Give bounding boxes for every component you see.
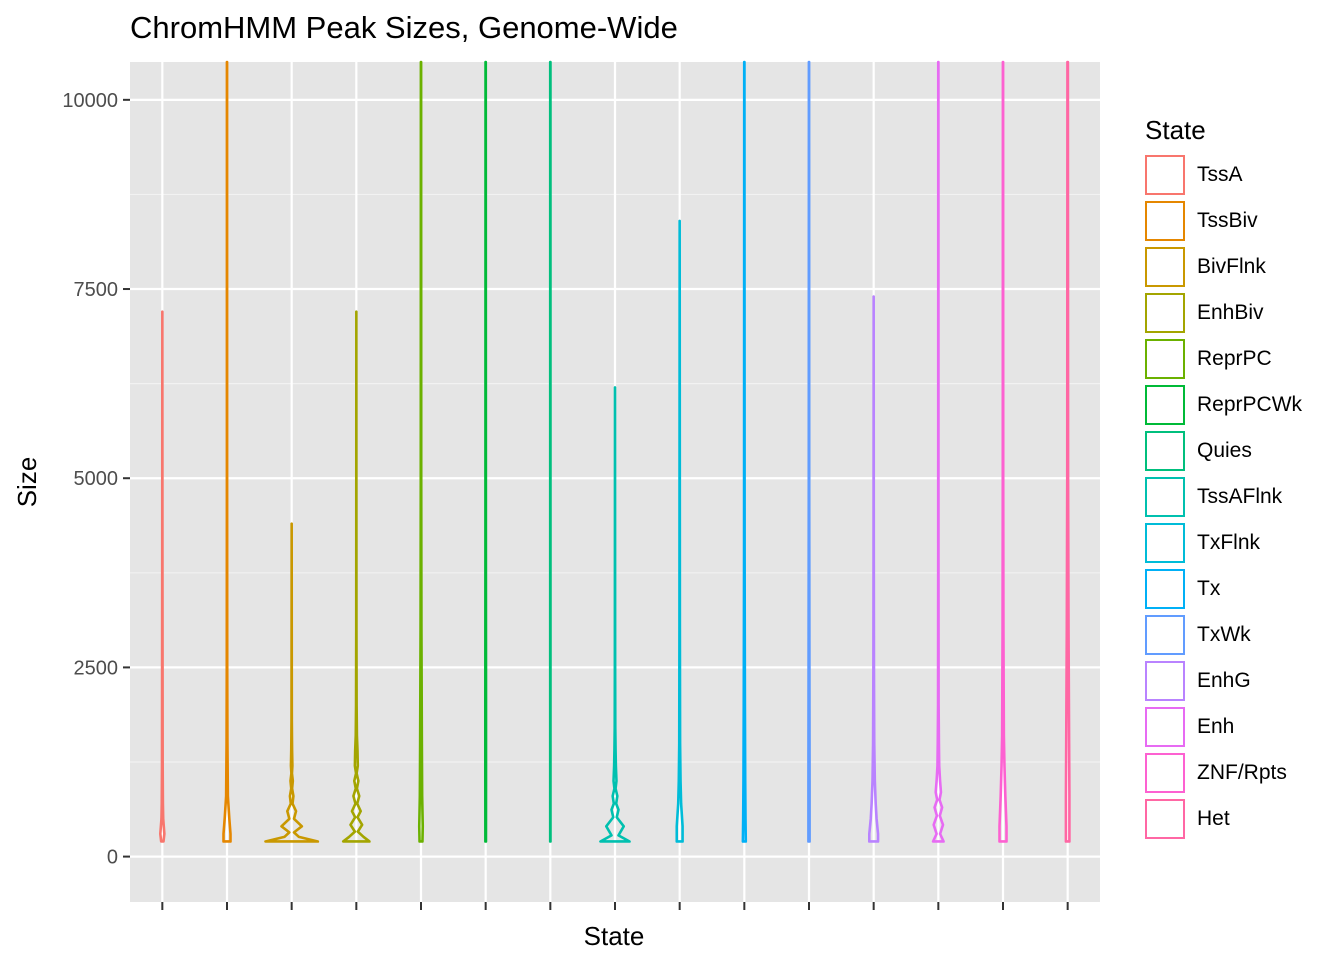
y-tick-label: 10000 (62, 90, 118, 112)
legend-item: EnhBiv (1145, 290, 1302, 336)
violin-bivflnk (264, 522, 320, 843)
x-axis-title: State (584, 921, 645, 951)
legend-key (1145, 431, 1185, 471)
violin-tssa (159, 310, 166, 843)
legend-key (1145, 753, 1185, 793)
legend-item: EnhG (1145, 658, 1302, 704)
y-tick-label: 2500 (74, 657, 119, 679)
legend-item: BivFlnk (1145, 244, 1302, 290)
legend-label: TssA (1197, 163, 1243, 186)
legend-item: TssAFlnk (1145, 474, 1302, 520)
violin-tx (741, 60, 748, 843)
y-tick-label: 7500 (74, 279, 119, 301)
legend-label: ZNF/Rpts (1197, 761, 1287, 784)
legend-key (1145, 569, 1185, 609)
legend-label: TssBiv (1197, 209, 1258, 232)
violins (159, 60, 1071, 843)
legend-label: TxWk (1197, 623, 1251, 646)
legend-item: Tx (1145, 566, 1302, 612)
violin-txflnk (675, 219, 684, 843)
legend-label: Enh (1197, 715, 1235, 738)
violin-tssbiv (222, 60, 232, 843)
legend-label: EnhBiv (1197, 301, 1264, 324)
legend-items: TssA TssBiv BivFlnk EnhBiv ReprPC ReprPCWk Qui… (1145, 152, 1302, 842)
legend-key (1145, 155, 1185, 195)
legend-title: State (1145, 115, 1206, 145)
legend-label: EnhG (1197, 669, 1251, 692)
legend-item: Enh (1145, 704, 1302, 750)
legend-item: ReprPC (1145, 336, 1302, 382)
legend-label: Quies (1197, 439, 1252, 462)
violin-znf-rpts (998, 60, 1008, 843)
legend-label: BivFlnk (1197, 255, 1266, 278)
legend-key (1145, 523, 1185, 563)
violin-txwk (807, 60, 811, 843)
chart-title: ChromHMM Peak Sizes, Genome-Wide (130, 10, 678, 45)
violin-reprpcwk (484, 60, 488, 843)
legend-label: Het (1197, 807, 1230, 830)
y-axis-title: Size (12, 457, 42, 508)
legend-label: TssAFlnk (1197, 485, 1283, 508)
violin-tssaflnk (599, 386, 631, 843)
legend-item: ZNF/Rpts (1145, 750, 1302, 796)
legend-item: TxWk (1145, 612, 1302, 658)
violin-enhbiv (341, 310, 371, 843)
legend-label: TxFlnk (1197, 531, 1260, 554)
legend-item: TxFlnk (1145, 520, 1302, 566)
legend-item: Het (1145, 796, 1302, 842)
y-tick-label: 5000 (74, 468, 119, 490)
legend-item: Quies (1145, 428, 1302, 474)
y-tick-label: 0 (107, 847, 118, 869)
violin-het (1064, 60, 1071, 843)
legend-label: ReprPCWk (1197, 393, 1303, 416)
legend-item: ReprPCWk (1145, 382, 1302, 428)
axes: 0 2500 5000 7500 10000 (62, 90, 1069, 910)
legend: State TssA TssBiv BivFlnk EnhBiv ReprPC ReprP… (1145, 115, 1302, 842)
legend-key (1145, 615, 1185, 655)
legend-key (1145, 477, 1185, 517)
legend-key (1145, 707, 1185, 747)
legend-label: ReprPC (1197, 347, 1272, 370)
legend-key (1145, 293, 1185, 333)
legend-key (1145, 201, 1185, 241)
legend-item: TssA (1145, 152, 1302, 198)
legend-item: TssBiv (1145, 198, 1302, 244)
legend-key (1145, 385, 1185, 425)
legend-key (1145, 661, 1185, 701)
legend-key (1145, 247, 1185, 287)
legend-key (1145, 339, 1185, 379)
violin-enhg (868, 295, 880, 843)
legend-key (1145, 799, 1185, 839)
legend-label: Tx (1197, 577, 1221, 600)
violin-reprpc (417, 60, 425, 843)
violin-enh (931, 60, 945, 843)
